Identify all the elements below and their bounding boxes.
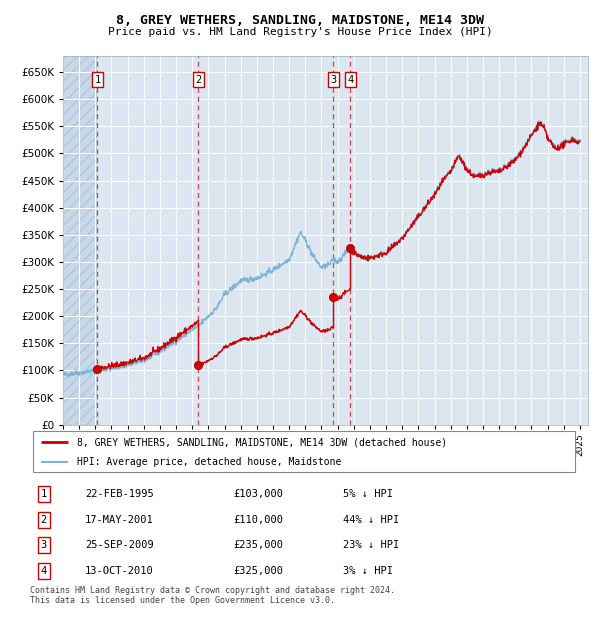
Text: 2: 2 (195, 75, 202, 85)
Text: 17-MAY-2001: 17-MAY-2001 (85, 515, 154, 525)
Text: 4: 4 (347, 75, 353, 85)
Text: 2: 2 (41, 515, 47, 525)
Text: £103,000: £103,000 (233, 489, 283, 499)
FancyBboxPatch shape (33, 431, 575, 472)
Text: 1: 1 (94, 75, 101, 85)
Text: 1: 1 (41, 489, 47, 499)
Text: £235,000: £235,000 (233, 540, 283, 551)
Text: Contains HM Land Registry data © Crown copyright and database right 2024.
This d: Contains HM Land Registry data © Crown c… (30, 586, 395, 605)
Bar (97, 56, 199, 425)
Text: 8, GREY WETHERS, SANDLING, MAIDSTONE, ME14 3DW (detached house): 8, GREY WETHERS, SANDLING, MAIDSTONE, ME… (77, 437, 447, 447)
Text: £325,000: £325,000 (233, 566, 283, 577)
Text: 3: 3 (41, 540, 47, 551)
Text: £110,000: £110,000 (233, 515, 283, 525)
Text: 13-OCT-2010: 13-OCT-2010 (85, 566, 154, 577)
Text: Price paid vs. HM Land Registry's House Price Index (HPI): Price paid vs. HM Land Registry's House … (107, 27, 493, 37)
Text: 5% ↓ HPI: 5% ↓ HPI (343, 489, 393, 499)
Text: 8, GREY WETHERS, SANDLING, MAIDSTONE, ME14 3DW: 8, GREY WETHERS, SANDLING, MAIDSTONE, ME… (116, 14, 484, 27)
Bar (63, 56, 97, 425)
Text: 25-SEP-2009: 25-SEP-2009 (85, 540, 154, 551)
Text: 22-FEB-1995: 22-FEB-1995 (85, 489, 154, 499)
Text: HPI: Average price, detached house, Maidstone: HPI: Average price, detached house, Maid… (77, 457, 341, 467)
Text: 23% ↓ HPI: 23% ↓ HPI (343, 540, 399, 551)
Text: 3: 3 (330, 75, 337, 85)
Text: 44% ↓ HPI: 44% ↓ HPI (343, 515, 399, 525)
Text: 3% ↓ HPI: 3% ↓ HPI (343, 566, 393, 577)
Text: 4: 4 (41, 566, 47, 577)
